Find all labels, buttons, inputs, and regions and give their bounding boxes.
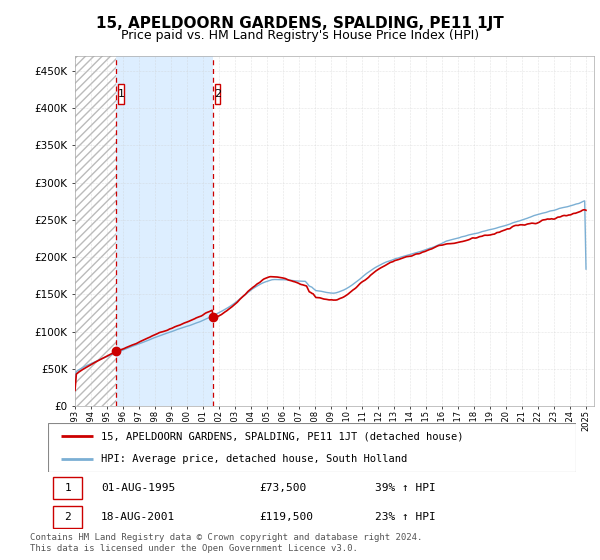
Bar <box>53 477 82 500</box>
Text: £73,500: £73,500 <box>259 483 307 493</box>
Text: 18-AUG-2001: 18-AUG-2001 <box>101 512 175 522</box>
Bar <box>53 506 82 528</box>
Bar <box>215 83 220 104</box>
Text: 15, APELDOORN GARDENS, SPALDING, PE11 1JT (detached house): 15, APELDOORN GARDENS, SPALDING, PE11 1J… <box>101 431 463 441</box>
Text: 15, APELDOORN GARDENS, SPALDING, PE11 1JT: 15, APELDOORN GARDENS, SPALDING, PE11 1J… <box>96 16 504 31</box>
Text: 39% ↑ HPI: 39% ↑ HPI <box>376 483 436 493</box>
Text: 1: 1 <box>64 483 71 493</box>
Text: £119,500: £119,500 <box>259 512 313 522</box>
Text: Price paid vs. HM Land Registry's House Price Index (HPI): Price paid vs. HM Land Registry's House … <box>121 29 479 42</box>
Text: 01-AUG-1995: 01-AUG-1995 <box>101 483 175 493</box>
Bar <box>118 83 124 104</box>
Text: 2: 2 <box>214 89 221 99</box>
Text: 1: 1 <box>118 89 124 99</box>
Text: Contains HM Land Registry data © Crown copyright and database right 2024.
This d: Contains HM Land Registry data © Crown c… <box>30 533 422 553</box>
Bar <box>116 56 213 406</box>
Text: 23% ↑ HPI: 23% ↑ HPI <box>376 512 436 522</box>
Text: HPI: Average price, detached house, South Holland: HPI: Average price, detached house, Sout… <box>101 454 407 464</box>
Text: 2: 2 <box>64 512 71 522</box>
